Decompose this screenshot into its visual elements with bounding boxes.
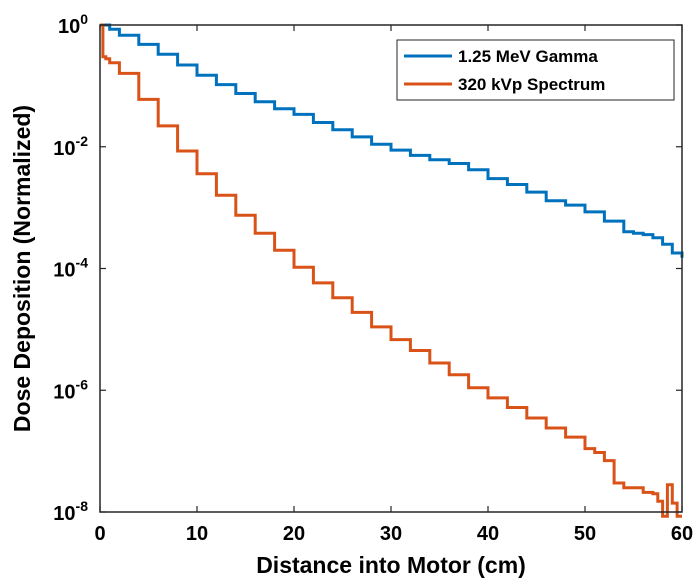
legend: 1.25 MeV Gamma 320 kVp Spectrum [396, 39, 675, 101]
x-tick-label: 10 [186, 523, 208, 545]
y-tick-label: 10-2 [53, 133, 88, 160]
series-line-2 [100, 23, 682, 518]
legend-label-1: 1.25 MeV Gamma [458, 47, 598, 66]
y-tick-label: 10-4 [53, 255, 88, 282]
y-axis-label: Dose Deposition (Normalized) [9, 105, 35, 432]
x-tick-label: 60 [671, 523, 693, 545]
legend-label-2: 320 kVp Spectrum [458, 75, 605, 94]
x-tick-label: 50 [574, 523, 596, 545]
y-tick-label: 10-8 [53, 498, 88, 525]
y-tick-label: 100 [58, 11, 88, 38]
x-tick-label: 40 [477, 523, 499, 545]
x-axis-ticks: 0 10 20 30 40 50 60 [94, 25, 693, 545]
x-axis-label: Distance into Motor (cm) [256, 552, 526, 578]
x-tick-label: 0 [94, 523, 105, 545]
series-layer [100, 23, 684, 518]
x-tick-label: 30 [380, 523, 402, 545]
series-line-1 [100, 23, 684, 258]
y-tick-label: 10-6 [53, 376, 88, 403]
legend-entries: 1.25 MeV Gamma 320 kVp Spectrum [404, 47, 605, 94]
y-axis-ticks: 10-8 10-6 10-4 10-2 100 [53, 11, 682, 525]
plot-area [100, 25, 682, 512]
x-tick-label: 20 [283, 523, 305, 545]
legend-box [396, 39, 675, 101]
